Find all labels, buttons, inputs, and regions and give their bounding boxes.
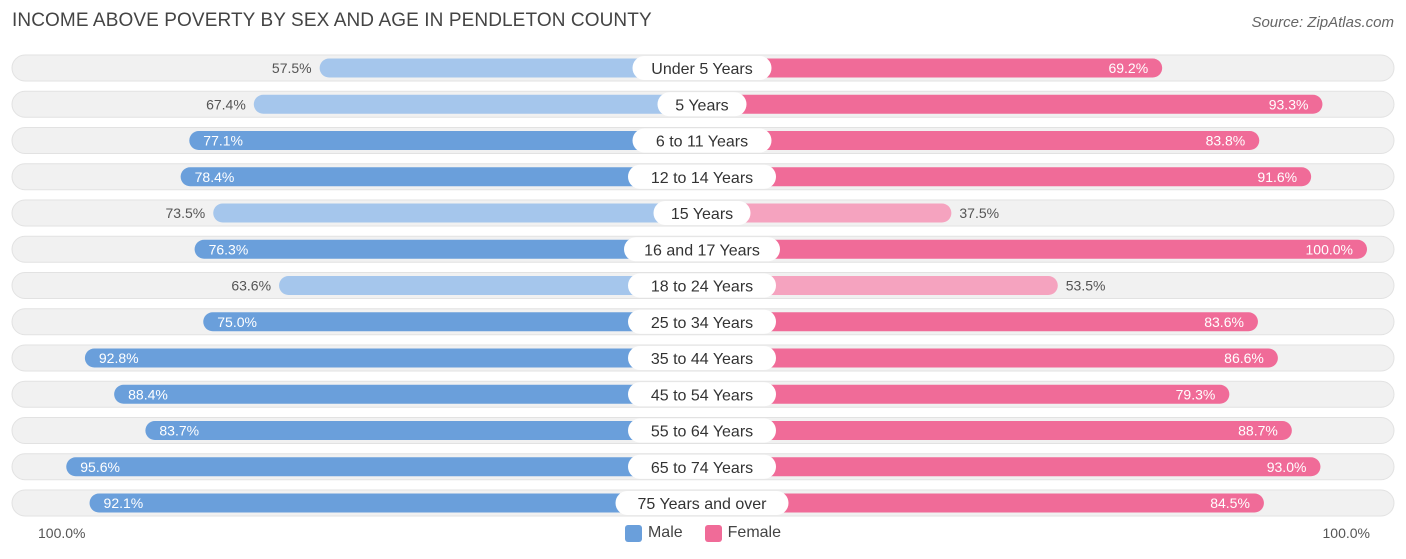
category-pill <box>628 164 776 189</box>
female-bar <box>702 312 1258 332</box>
category-pill <box>628 418 776 443</box>
male-value-label: 77.1% <box>203 133 243 149</box>
male-value-label: 63.6% <box>231 278 271 294</box>
category-label: 25 to 34 Years <box>651 315 753 332</box>
male-bar <box>114 384 702 404</box>
male-bar <box>213 203 702 223</box>
female-value-label: 37.5% <box>959 205 999 221</box>
category-pill <box>628 346 776 370</box>
male-bar <box>319 58 702 78</box>
category-label: 55 to 64 Years <box>651 424 753 441</box>
category-pill <box>628 454 776 479</box>
male-value-label: 76.3% <box>209 241 249 257</box>
female-value-label: 91.6% <box>1257 169 1297 185</box>
male-bar <box>66 457 702 477</box>
category-pill <box>657 92 747 117</box>
category-label: 5 Years <box>675 97 728 114</box>
male-value-label: 57.5% <box>272 60 312 76</box>
male-bar <box>180 167 702 187</box>
category-label: 18 to 24 Years <box>651 279 753 296</box>
male-bar <box>189 131 702 150</box>
legend-swatch-male <box>624 524 642 542</box>
female-bar <box>702 58 1163 78</box>
female-value-label: 53.5% <box>1066 278 1106 294</box>
category-label: Under 5 Years <box>651 61 752 78</box>
male-bar <box>84 348 702 368</box>
category-label: 15 Years <box>671 206 733 223</box>
male-bar <box>145 421 702 440</box>
male-value-label: 92.1% <box>104 495 144 511</box>
category-pill <box>632 128 772 153</box>
female-bar <box>702 421 1292 440</box>
female-bar <box>702 131 1260 150</box>
female-bar <box>702 384 1230 404</box>
category-label: 6 to 11 Years <box>656 134 748 151</box>
male-value-label: 73.5% <box>166 205 206 221</box>
category-label: 45 to 54 Years <box>651 387 753 404</box>
male-value-label: 83.7% <box>159 423 199 439</box>
male-bar <box>279 276 702 295</box>
female-bar <box>702 94 1323 114</box>
female-value-label: 88.7% <box>1238 423 1278 439</box>
female-value-label: 69.2% <box>1108 60 1148 76</box>
female-bar <box>702 457 1321 477</box>
female-value-label: 86.6% <box>1224 350 1264 366</box>
male-bar <box>194 239 703 259</box>
male-bar <box>203 312 702 332</box>
legend-label-female: Female <box>727 524 782 541</box>
category-pill <box>628 309 776 334</box>
male-value-label: 75.0% <box>217 314 257 330</box>
legend-item-male[interactable]: Male <box>624 524 683 542</box>
female-value-label: 84.5% <box>1210 495 1250 511</box>
female-bar <box>702 276 1058 295</box>
female-bar <box>702 239 1367 259</box>
female-bar <box>702 493 1264 513</box>
female-value-label: 100.0% <box>1306 241 1353 257</box>
female-value-label: 83.6% <box>1204 314 1244 330</box>
female-bar <box>702 203 952 223</box>
category-label: 35 to 44 Years <box>651 351 753 368</box>
category-label: 65 to 74 Years <box>651 460 753 477</box>
female-value-label: 93.3% <box>1269 96 1309 112</box>
bar-chart: 57.5% 69.2% Under 5 Years 67.4% 93.3% 5 Years… <box>11 54 1395 517</box>
male-value-label: 88.4% <box>128 386 168 402</box>
axis-right-label: 100.0% <box>1322 525 1370 541</box>
legend-label-male: Male <box>647 524 683 541</box>
female-value-label: 93.0% <box>1267 459 1307 475</box>
male-bar <box>89 493 702 513</box>
male-value-label: 78.4% <box>195 169 235 185</box>
female-bar <box>702 348 1278 368</box>
source-note: Source: ZipAtlas.com <box>1251 14 1394 31</box>
category-pill <box>628 382 776 407</box>
category-pill <box>628 273 776 298</box>
axis-left-label: 100.0% <box>38 525 86 541</box>
male-value-label: 67.4% <box>206 96 246 112</box>
male-value-label: 92.8% <box>99 350 139 366</box>
category-label: 75 Years and over <box>638 496 768 513</box>
legend-item-female[interactable]: Female <box>704 524 782 542</box>
legend-swatch-female <box>704 524 722 542</box>
female-value-label: 83.8% <box>1206 133 1246 149</box>
category-label: 16 and 17 Years <box>644 242 760 259</box>
category-label: 12 to 14 Years <box>651 170 753 187</box>
category-pill <box>653 201 751 225</box>
category-pill <box>615 491 789 515</box>
legend: Male Female <box>0 524 1406 542</box>
male-bar <box>253 94 703 114</box>
chart-title: INCOME ABOVE POVERTY BY SEX AND AGE IN P… <box>12 10 652 31</box>
female-bar <box>702 167 1312 187</box>
category-pill <box>632 56 772 80</box>
female-value-label: 79.3% <box>1176 386 1216 402</box>
male-value-label: 95.6% <box>80 459 120 475</box>
category-pill <box>624 237 780 262</box>
